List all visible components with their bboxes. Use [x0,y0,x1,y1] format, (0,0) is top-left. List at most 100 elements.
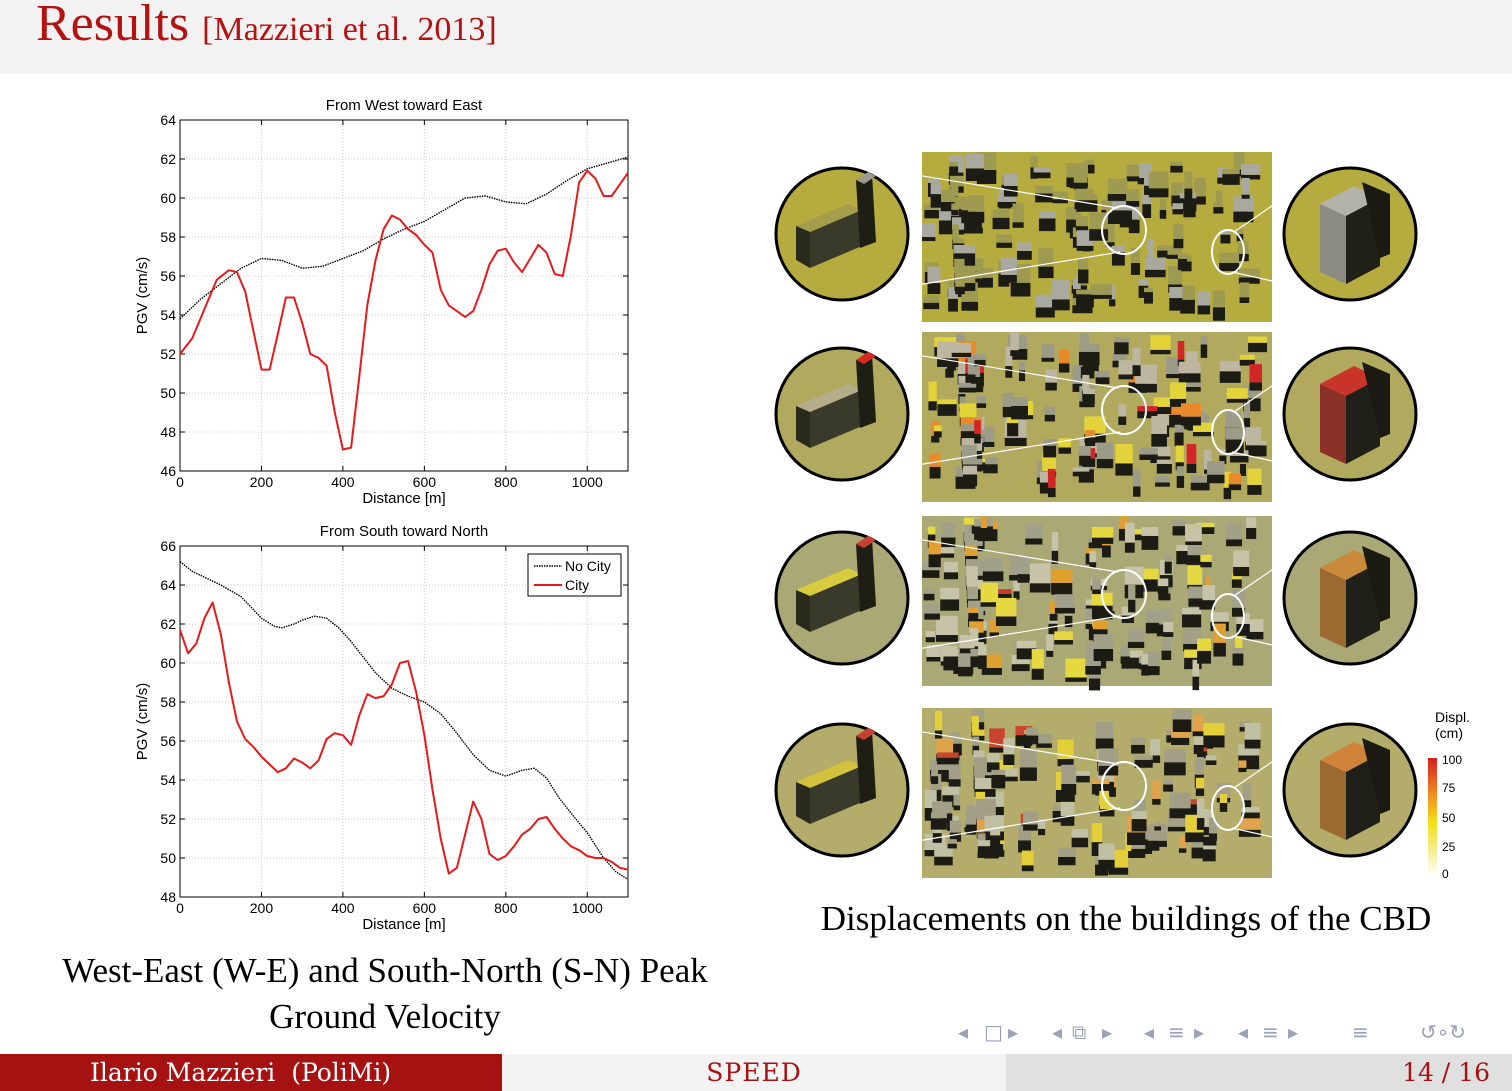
building-side [1173,238,1184,249]
nav-align-icon[interactable]: ≡ [1352,1020,1369,1044]
building-roof [1042,453,1057,472]
building-side [1085,665,1101,675]
building-roof [974,771,985,780]
building-roof [1115,443,1133,464]
nav-subsection-prev-icon[interactable]: ◂ [1052,1020,1063,1044]
y-tick-label: 48 [160,424,176,440]
building-side [1126,176,1140,182]
building-roof [970,642,984,647]
building-side [1127,641,1145,648]
nav-frame-prev-icon[interactable]: ◂ [958,1020,969,1044]
building-roof [1168,266,1183,285]
building-roof [1021,850,1034,866]
colorbar-gradient [1428,758,1437,876]
building-side [967,374,976,383]
nav-frame-next-icon[interactable]: ▸ [1008,1020,1019,1044]
building-roof [1134,799,1146,818]
building-side [1017,574,1030,583]
building-roof [1141,527,1159,536]
nav-frame-icon[interactable]: □ [984,1020,1003,1044]
building-roof [1238,268,1260,278]
building-side [1041,357,1055,362]
building-side [1058,363,1070,373]
zoom-tower [856,730,876,804]
nav-section-next-icon[interactable]: ▸ [1194,1020,1205,1044]
building-roof [1153,397,1172,407]
building-side [1057,759,1074,767]
nav-subsection-icon[interactable]: ⧉ [1072,1020,1087,1044]
building-roof [976,812,986,823]
zoom-building-back [1362,182,1390,258]
building-roof [1184,649,1202,658]
building-roof [940,587,960,600]
x-tick-label: 800 [494,474,518,490]
slide-title: Results [Mazzieri et al. 2013] [36,0,497,53]
x-tick-label: 1000 [572,900,603,916]
building-side [1202,849,1216,862]
nav-section-icon[interactable]: ≡ [1168,1020,1185,1044]
building-roof [1124,522,1135,543]
building-side [1007,423,1019,437]
building-side [1233,211,1254,223]
building-side [1045,382,1057,391]
building-side [1163,632,1174,637]
nav-subsection-next-icon[interactable]: ▸ [1102,1020,1113,1044]
building-roof [929,453,941,467]
colorbar-tick: 75 [1442,781,1456,795]
building-side [923,593,935,601]
building-roof [1109,285,1116,300]
building-roof [1003,173,1018,187]
nav-part-next-icon[interactable]: ▸ [1288,1020,1299,1044]
building-roof [1031,649,1044,669]
building-side [1139,454,1158,461]
building-side [922,570,940,578]
building-side [1023,824,1038,831]
building-roof [1226,523,1243,540]
building-roof [992,209,1010,218]
nav-part-icon[interactable]: ≡ [1262,1020,1279,1044]
building-roof [990,589,1012,595]
building-roof [1219,252,1240,264]
building-side [1078,351,1100,366]
building-roof [1120,645,1130,657]
building-side [1052,299,1070,311]
building-side [1021,865,1034,872]
building-roof [1196,798,1205,819]
building-side [926,656,941,662]
nav-part-prev-icon[interactable]: ◂ [1238,1020,1249,1044]
zoom-line [861,529,1119,573]
building-side [1092,589,1101,595]
footer-page-number: 14 / 16 [1402,1058,1490,1087]
building-roof [1213,623,1226,643]
x-tick-label: 0 [176,900,184,916]
building-roof [940,189,955,202]
building-side [1112,210,1132,221]
building-roof [922,223,936,238]
building-side [958,387,977,393]
nav-search-icon[interactable]: ↺∘↻ [1420,1020,1467,1044]
building-side [1219,802,1228,812]
building-roof [1051,531,1059,551]
building-side [1172,209,1184,215]
building-roof [1011,654,1030,665]
x-tick-label: 400 [331,474,355,490]
building-roof [1184,171,1193,189]
building-roof [1033,167,1051,173]
building-roof [1159,198,1167,210]
colorbar-label-2: (cm) [1435,725,1463,741]
building-roof [1219,794,1228,803]
building-roof [1161,638,1172,651]
building-roof [937,752,959,758]
nav-section-prev-icon[interactable]: ◂ [1144,1020,1155,1044]
building-roof [951,342,972,353]
zoom-building-front [810,574,862,632]
y-tick-label: 62 [160,151,176,167]
building-side [1212,307,1226,321]
building-side [1115,463,1133,476]
building-roof [1156,608,1172,625]
building-side [992,217,1010,230]
building-side [949,166,959,174]
y-tick-label: 64 [160,112,176,128]
building-roof [1026,727,1039,736]
building-roof [931,768,939,777]
